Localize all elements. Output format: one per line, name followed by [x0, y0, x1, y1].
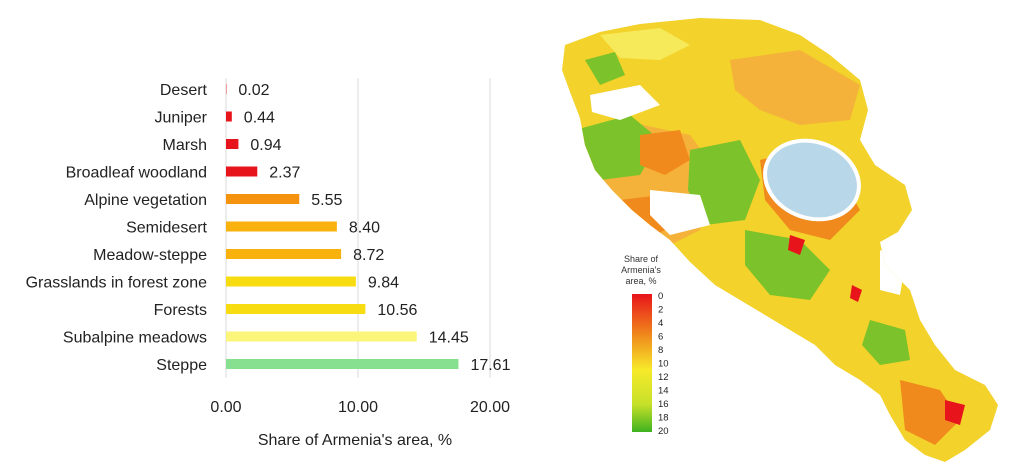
legend-tick-labels: 0 2 4 6 8 10 12 14 16 18 20	[658, 291, 669, 437]
category-label-9: Subalpine meadows	[63, 330, 207, 347]
bar-5	[226, 221, 337, 232]
category-label-7: Grasslands in forest zone	[26, 275, 208, 292]
category-label-8: Forests	[154, 302, 207, 319]
bar-2	[226, 139, 239, 149]
x-tick-label-2: 20.00	[470, 399, 510, 416]
bar-6	[226, 249, 342, 259]
legend-tick-0: 0	[658, 291, 663, 302]
category-label-10: Steppe	[156, 357, 207, 374]
value-label-9: 14.45	[429, 330, 469, 347]
bars	[226, 84, 459, 369]
legend-tick-3: 6	[658, 332, 663, 343]
category-labels: Desert Juniper Marsh Broadleaf woodland Alpi…	[26, 82, 208, 374]
bar-chart: Desert Juniper Marsh Broadleaf woodland Alpi…	[26, 78, 511, 449]
bar-3	[226, 166, 258, 177]
legend-tick-9: 18	[658, 413, 669, 424]
value-labels: 0.02 0.44 0.94 2.37 5.55 8.40 8.72 9.84 10.56 14.…	[238, 82, 510, 374]
legend-tick-8: 16	[658, 399, 669, 410]
legend-title-line-1: Share of	[624, 254, 659, 264]
category-label-0: Desert	[160, 82, 208, 99]
x-tick-labels: 0.00 10.00 20.00	[210, 399, 510, 416]
legend-title-line-2: Armenia's	[621, 265, 661, 275]
legend-tick-4: 8	[658, 345, 663, 356]
legend-title-line-3: area, %	[625, 276, 656, 286]
legend-tick-7: 14	[658, 386, 669, 397]
x-tick-label-0: 0.00	[210, 399, 241, 416]
bar-7	[226, 276, 356, 287]
legend-tick-2: 4	[658, 318, 663, 329]
value-label-2: 0.94	[250, 137, 281, 154]
legend-tick-1: 2	[658, 305, 663, 316]
value-label-1: 0.44	[244, 110, 275, 127]
x-tick-label-1: 10.00	[338, 399, 378, 416]
category-label-5: Semidesert	[126, 220, 207, 237]
value-label-5: 8.40	[349, 220, 380, 237]
map-shape	[562, 18, 998, 462]
value-label-6: 8.72	[353, 247, 384, 264]
legend-tick-10: 20	[658, 426, 669, 437]
value-label-7: 9.84	[368, 275, 399, 292]
category-label-2: Marsh	[163, 137, 207, 154]
bar-8	[226, 304, 366, 314]
value-label-0: 0.02	[238, 82, 269, 99]
bar-10	[226, 359, 459, 369]
bar-4	[226, 194, 300, 204]
category-label-4: Alpine vegetation	[84, 192, 207, 209]
category-label-3: Broadleaf woodland	[66, 165, 207, 182]
value-label-4: 5.55	[311, 192, 342, 209]
legend-tick-6: 12	[658, 372, 669, 383]
bar-1	[226, 111, 232, 122]
value-label-3: 2.37	[269, 165, 300, 182]
bar-9	[226, 331, 417, 342]
category-label-6: Meadow-steppe	[93, 247, 207, 264]
value-label-10: 17.61	[470, 357, 510, 374]
value-label-8: 10.56	[377, 302, 417, 319]
x-axis-title: Share of Armenia's area, %	[258, 432, 452, 449]
legend-color-scale	[632, 294, 652, 432]
map-legend: Share of Armenia's area, % 0 2 4 6 8 10 12 14 16…	[621, 254, 668, 437]
legend-tick-5: 10	[658, 359, 669, 370]
category-label-1: Juniper	[155, 110, 208, 127]
